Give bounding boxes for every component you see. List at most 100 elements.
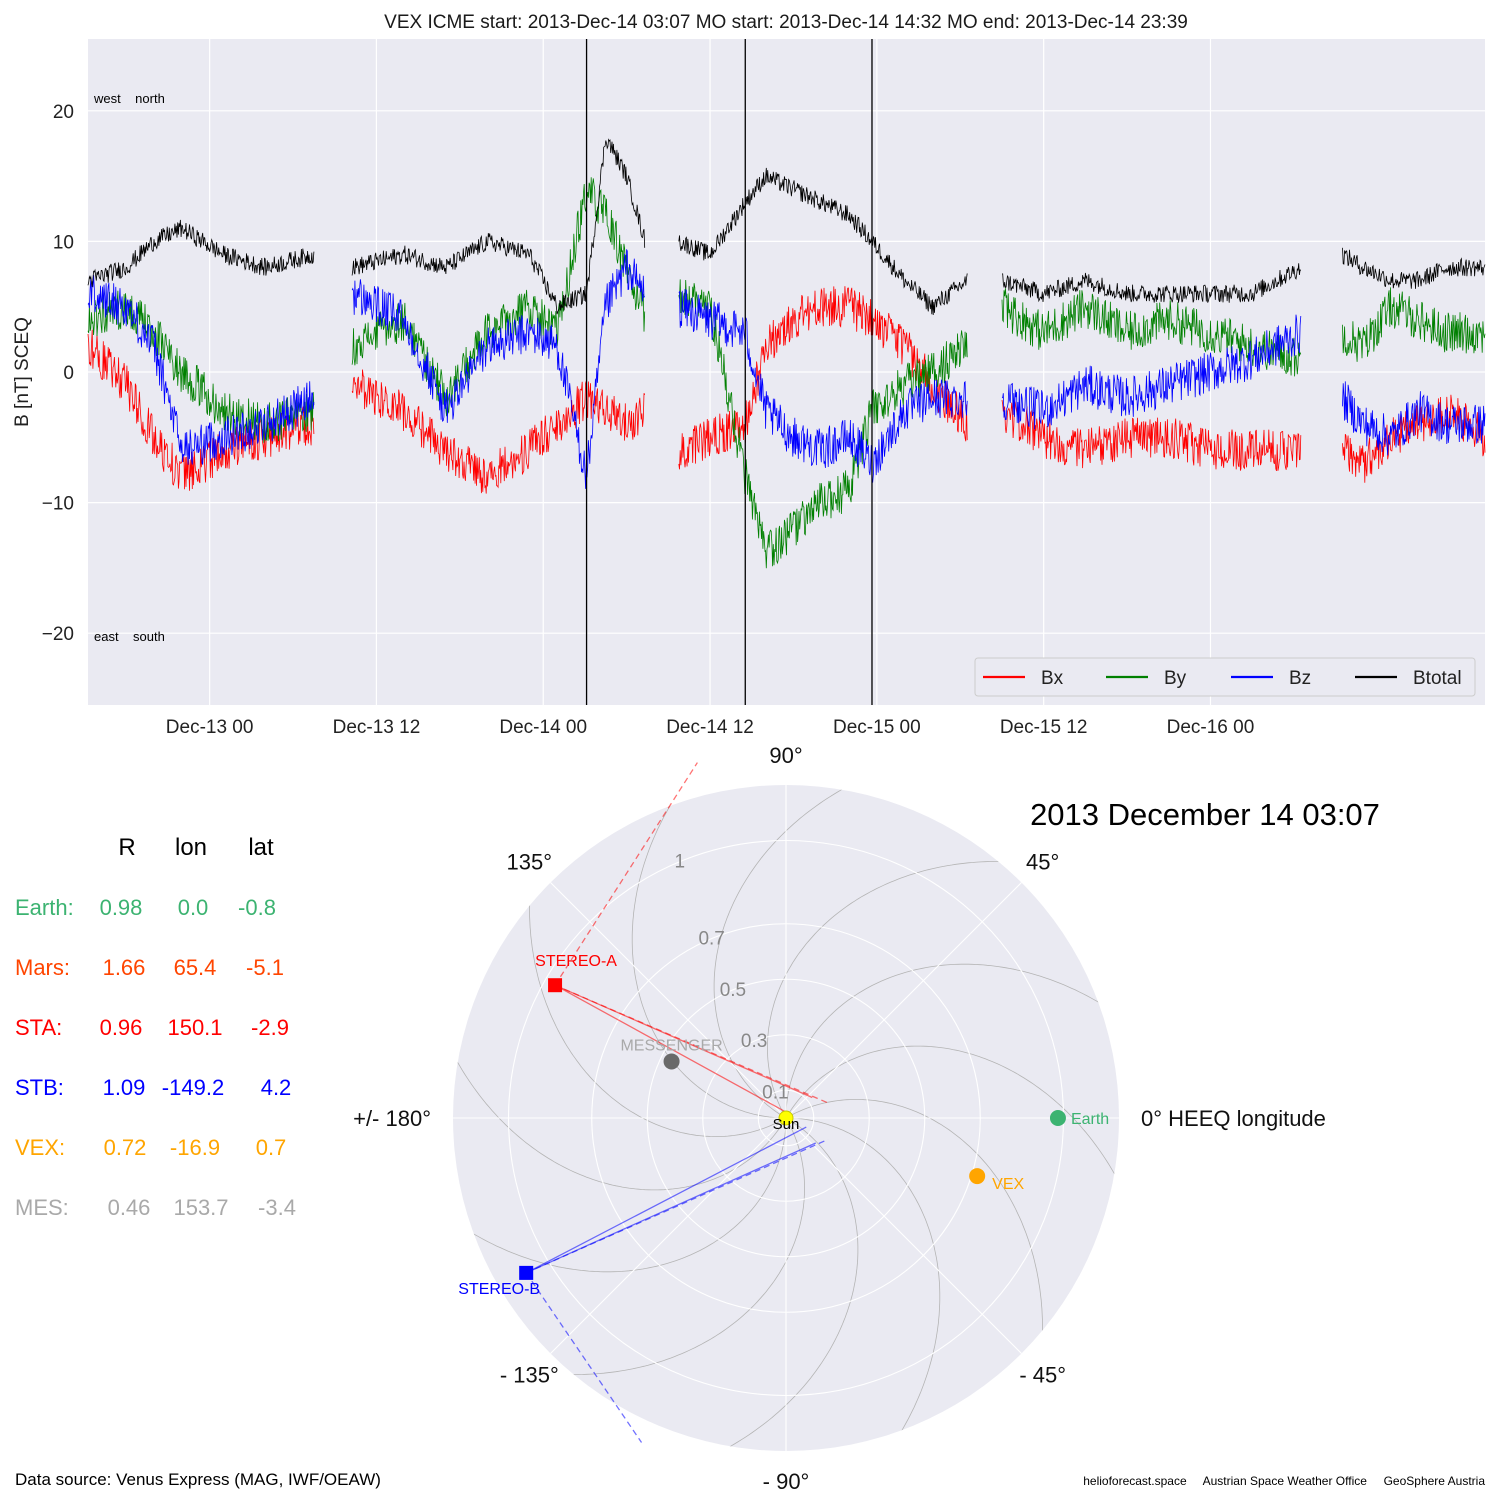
magnetic-field-plot: −20 −10 0 10 20 Dec-13 00 Dec-13 12 Dec-14 00 De… <box>12 12 1486 738</box>
table-cell-lon: -149.2 <box>162 1075 224 1100</box>
parker-spiral-curve <box>453 958 787 1191</box>
stereo-a-label: STEREO-A <box>535 953 617 970</box>
legend-label-bz: Bz <box>1289 668 1311 689</box>
table-header: lon <box>175 834 207 861</box>
table-cell-r: 1.66 <box>103 955 146 980</box>
series-bz-line <box>87 249 1486 489</box>
angle-label: 45° <box>1026 849 1059 874</box>
table-cell-r: 1.09 <box>103 1075 146 1100</box>
stereo-b-label: STEREO-B <box>458 1281 540 1298</box>
legend-box <box>974 657 1476 697</box>
angle-label: +/- 180° <box>353 1106 431 1131</box>
table-cell-r: 0.46 <box>108 1195 151 1220</box>
vex-label: VEX <box>992 1176 1024 1193</box>
y-tick-label: −20 <box>42 624 74 645</box>
radial-tick-label: 0.3 <box>741 1031 767 1052</box>
angular-gridline <box>785 1117 1022 1354</box>
sun-marker <box>778 1110 794 1126</box>
parker-spiral-curve <box>786 1117 941 1451</box>
parker-spiral-curve <box>453 1118 787 1273</box>
table-cell-lat: -3.4 <box>258 1195 296 1220</box>
table-cell-r: 0.96 <box>100 1015 143 1040</box>
angular-gridline <box>550 1117 787 1354</box>
table-header: R <box>118 834 135 861</box>
series-btotal-line <box>87 138 1486 316</box>
table-header: lat <box>248 834 274 861</box>
annotation-east-south: east south <box>94 629 165 644</box>
angular-gridline <box>550 882 787 1119</box>
y-tick-label: 0 <box>63 363 74 384</box>
fov-line <box>525 1272 643 1443</box>
legend: Bx By Bz Btotal <box>974 657 1476 697</box>
sun-label: Sun <box>773 1116 800 1133</box>
table-cell-lon: 153.7 <box>173 1195 228 1220</box>
table-cell-lat: 0.7 <box>256 1135 287 1160</box>
radial-tick-label: 0.5 <box>720 980 746 1001</box>
y-tick-label: −10 <box>42 494 74 515</box>
parker-spiral-curve <box>785 1045 1119 1278</box>
stereo-a-marker <box>548 978 563 993</box>
polar-title: 2013 December 14 03:07 <box>1030 797 1380 832</box>
table-cell-lat: -5.1 <box>246 955 284 980</box>
heliospheric-position-plot: 0.1 0.3 0.5 0.7 1 Sun Earth VEX MESSENGER STEREO… <box>353 743 1380 1494</box>
fov-line <box>554 984 791 1116</box>
table-cell-lon: -16.9 <box>170 1135 220 1160</box>
vex-marker <box>969 1168 986 1185</box>
data-source: Data source: Venus Express (MAG, IWF/OEA… <box>15 1470 381 1489</box>
x-tick-label: Dec-14 00 <box>499 717 587 738</box>
angle-label: - 45° <box>1019 1363 1066 1388</box>
legend-label-by: By <box>1164 668 1187 689</box>
x-tick-label: Dec-13 12 <box>333 717 421 738</box>
table-row-label: STB: <box>15 1075 64 1100</box>
table-cell-lon: 150.1 <box>167 1015 222 1040</box>
table-row-label: Earth: <box>15 895 74 920</box>
table-cell-r: 0.98 <box>100 895 143 920</box>
table-cell-lat: 4.2 <box>261 1075 292 1100</box>
earth-label: Earth <box>1071 1111 1109 1128</box>
fov-line <box>525 1126 807 1274</box>
y-tick-label: 10 <box>53 232 74 253</box>
stereo-b-marker <box>519 1265 534 1280</box>
legend-label-bx: Bx <box>1041 668 1064 689</box>
messenger-label: MESSENGER <box>620 1037 722 1054</box>
legend-label-btotal: Btotal <box>1413 668 1462 689</box>
earth-marker <box>1049 1110 1066 1126</box>
angle-label: - 90° <box>763 1469 810 1494</box>
angular-gridline <box>785 882 1022 1119</box>
parker-spiral-curve <box>785 963 1119 1118</box>
radial-tick-label: 1 <box>675 852 686 873</box>
y-axis-label: B [nT] SCEQ <box>12 317 33 427</box>
fov-line <box>554 762 698 986</box>
parker-spiral-curve <box>626 1117 859 1451</box>
x-tick-label: Dec-15 00 <box>833 717 921 738</box>
plot-title: VEX ICME start: 2013-Dec-14 03:07 MO sta… <box>384 12 1188 33</box>
credits: helioforecast.space Austrian Space Weath… <box>1083 1474 1485 1488</box>
messenger-marker <box>663 1053 680 1070</box>
fov-line <box>525 1142 817 1274</box>
series-by-line <box>87 177 1486 569</box>
table-cell-lat: -0.8 <box>238 895 276 920</box>
table-row-label: VEX: <box>15 1135 65 1160</box>
angle-label: 90° <box>769 743 802 768</box>
y-tick-label: 20 <box>53 102 74 123</box>
series-bx-line <box>87 286 1486 494</box>
x-tick-label: Dec-13 00 <box>166 717 254 738</box>
x-tick-label: Dec-16 00 <box>1167 717 1255 738</box>
table-row-label: Mars: <box>15 955 70 980</box>
x-tick-label: Dec-15 12 <box>1000 717 1088 738</box>
radial-tick-label: 0.7 <box>698 929 724 950</box>
angle-label: 135° <box>507 849 553 874</box>
angle-label: 0° HEEQ longitude <box>1141 1106 1326 1131</box>
field-series-group <box>87 138 1486 569</box>
table-cell-r: 0.72 <box>104 1135 147 1160</box>
radial-tick-label: 0.1 <box>762 1082 788 1103</box>
table-cell-lat: -2.9 <box>251 1015 289 1040</box>
table-row-label: MES: <box>15 1195 69 1220</box>
table-cell-lon: 0.0 <box>178 895 209 920</box>
angle-label: - 135° <box>500 1363 559 1388</box>
table-cell-lon: 65.4 <box>174 955 217 980</box>
annotation-west-north: west north <box>93 91 165 106</box>
